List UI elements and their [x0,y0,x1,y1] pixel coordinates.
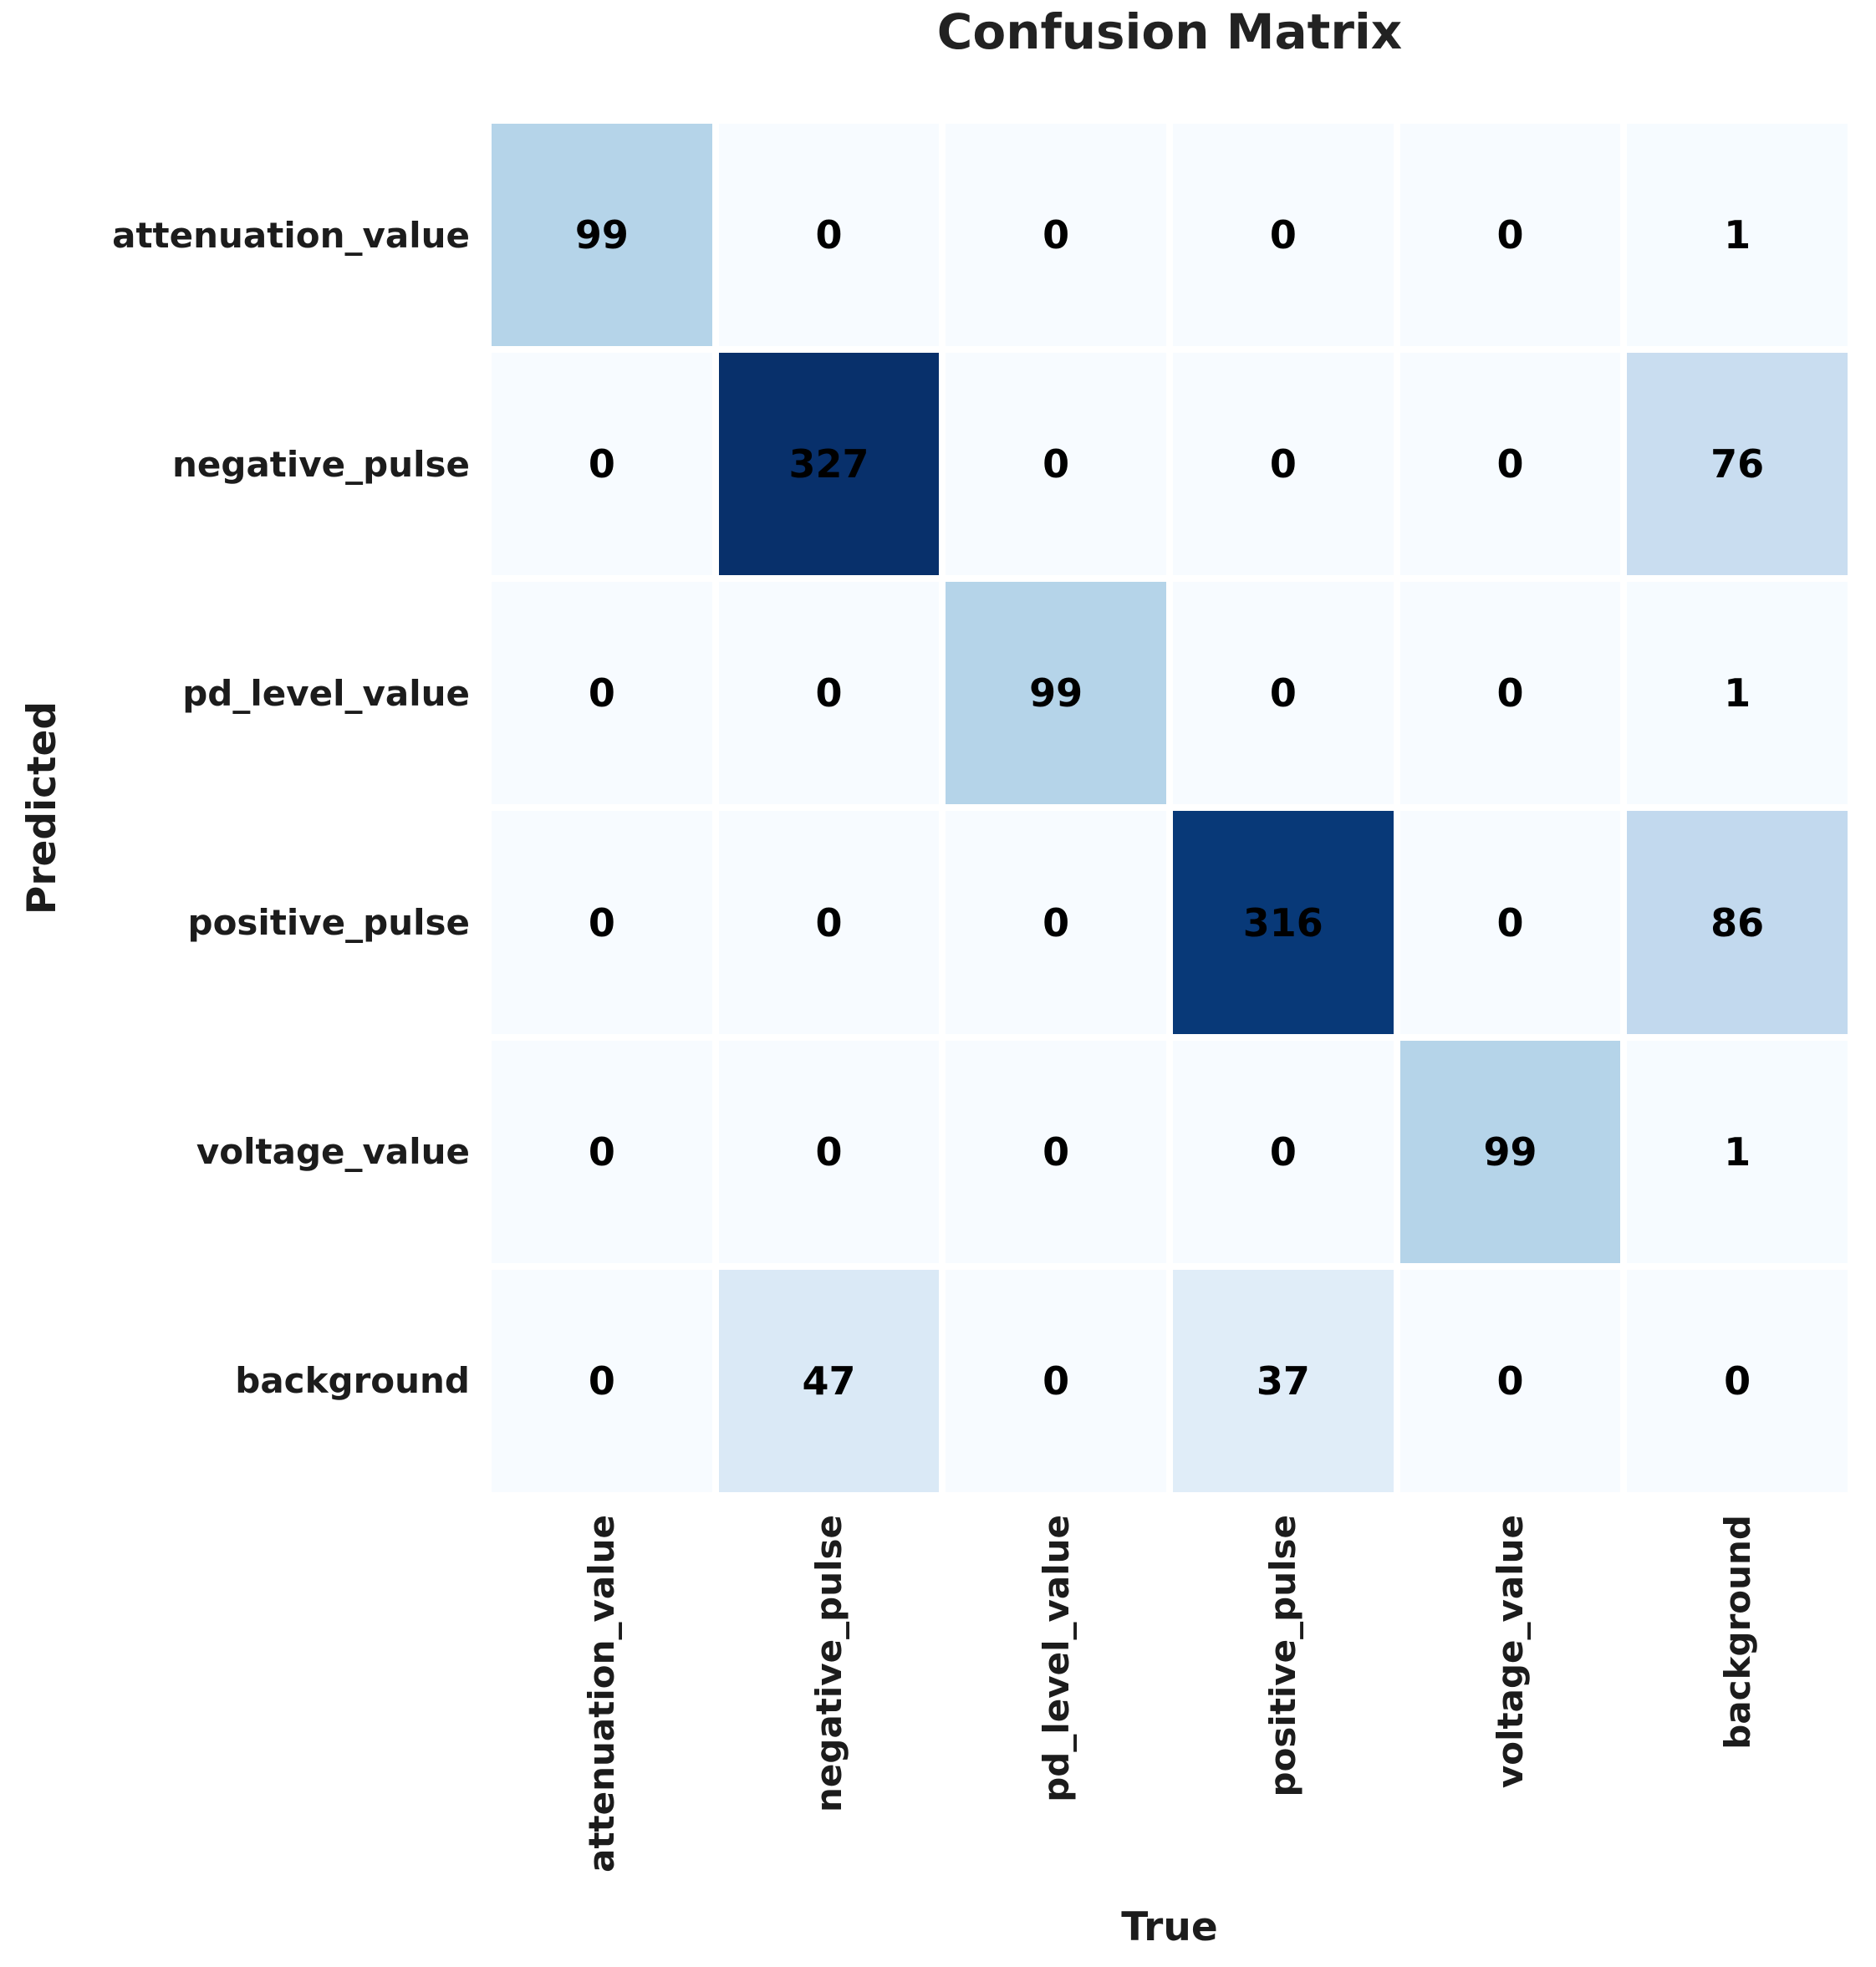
y-tick-label-0: attenuation_value [112,214,470,256]
matrix-cell-r4-c1: 0 [718,1040,940,1263]
x-tick-label-4: voltage_value [1400,1515,1621,1887]
x-tick-label-text-5: background [1716,1515,1758,1750]
matrix-cell-r5-c3: 37 [1172,1269,1394,1492]
matrix-cell-r1-c4: 0 [1399,353,1621,576]
matrix-cell-r4-c2: 0 [946,1040,1166,1263]
matrix-cell-r0-c1: 0 [718,124,940,347]
y-tick-label-2: pd_level_value [182,672,470,714]
matrix-cell-r3-c1: 0 [718,811,940,1034]
x-tick-label-3: positive_pulse [1173,1515,1394,1887]
matrix-cell-r2-c1: 0 [718,582,940,805]
chart-title: Confusion Matrix [936,3,1403,60]
matrix-cell-r4-c4: 99 [1399,1040,1621,1263]
x-tick-label-5: background [1627,1515,1848,1887]
y-tick-label-1: negative_pulse [172,443,470,485]
matrix-cell-r0-c4: 0 [1399,124,1621,347]
matrix-cell-r0-c0: 99 [492,124,712,347]
x-tick-label-text-1: negative_pulse [808,1515,849,1812]
matrix-cell-r5-c1: 47 [718,1269,940,1492]
matrix-cell-r1-c1: 327 [718,353,940,576]
matrix-cell-r3-c5: 86 [1627,811,1848,1034]
x-axis-label: True [1121,1904,1218,1950]
matrix-cell-r2-c3: 0 [1172,582,1394,805]
matrix-cell-r2-c0: 0 [492,582,712,805]
x-tick-label-1: negative_pulse [719,1515,940,1887]
matrix-cell-r2-c2: 99 [946,582,1166,805]
matrix-cell-r1-c0: 0 [492,353,712,576]
x-tick-labels: attenuation_value negative_pulse pd_level_… [492,1515,1848,1887]
x-tick-label-2: pd_level_value [946,1515,1166,1887]
matrix-cell-r0-c3: 0 [1172,124,1394,347]
x-tick-label-text-3: positive_pulse [1262,1515,1304,1797]
matrix-cell-r0-c5: 1 [1627,124,1848,347]
y-tick-label-5: background [235,1360,470,1402]
matrix-cell-r4-c0: 0 [492,1040,712,1263]
x-tick-label-text-4: voltage_value [1489,1515,1531,1789]
x-tick-label-0: attenuation_value [492,1515,712,1887]
matrix-cell-r4-c3: 0 [1172,1040,1394,1263]
heatmap-grid: 99 0 0 0 0 1 0 327 0 0 0 76 0 0 99 0 0 1 0 0 0 316 0 86 0 0 0 0 99 1 0… [492,124,1848,1492]
matrix-cell-r5-c5: 0 [1627,1269,1848,1492]
matrix-cell-r3-c4: 0 [1399,811,1621,1034]
matrix-cell-r1-c5: 76 [1627,353,1848,576]
matrix-cell-r5-c0: 0 [492,1269,712,1492]
matrix-cell-r3-c3: 316 [1172,811,1394,1034]
x-tick-label-text-2: pd_level_value [1035,1515,1077,1802]
x-tick-label-text-0: attenuation_value [581,1515,623,1873]
matrix-cell-r0-c2: 0 [946,124,1166,347]
matrix-cell-r5-c2: 0 [946,1269,1166,1492]
y-tick-labels: attenuation_value negative_pulse pd_level_… [0,124,470,1492]
matrix-cell-r3-c0: 0 [492,811,712,1034]
matrix-cell-r1-c2: 0 [946,353,1166,576]
matrix-cell-r3-c2: 0 [946,811,1166,1034]
matrix-cell-r5-c4: 0 [1399,1269,1621,1492]
y-tick-label-4: voltage_value [196,1131,470,1173]
matrix-cell-r2-c4: 0 [1399,582,1621,805]
matrix-cell-r1-c3: 0 [1172,353,1394,576]
matrix-cell-r4-c5: 1 [1627,1040,1848,1263]
y-tick-label-3: positive_pulse [187,902,471,944]
matrix-cell-r2-c5: 1 [1627,582,1848,805]
